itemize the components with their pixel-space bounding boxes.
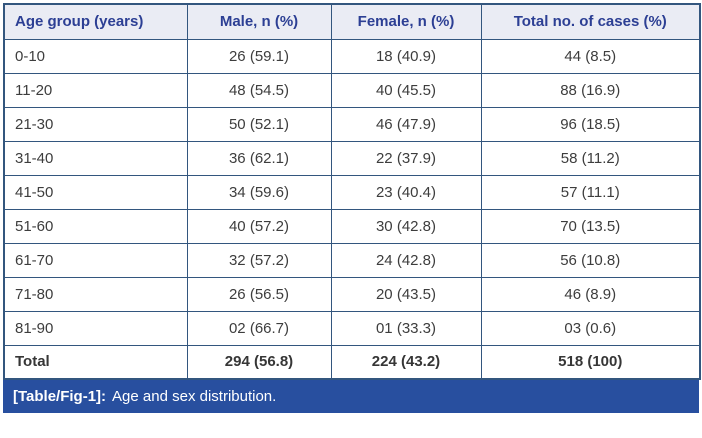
female-cell: 23 (40.4) xyxy=(330,174,482,210)
female-cell: 40 (45.5) xyxy=(330,72,482,108)
total-cases-cell: 44 (8.5) xyxy=(480,38,701,74)
col-header-age-group: Age group (years) xyxy=(3,3,188,40)
female-cell: 01 (33.3) xyxy=(330,310,482,346)
female-cell: 20 (43.5) xyxy=(330,276,482,312)
total-cases-cell: 03 (0.6) xyxy=(480,310,701,346)
caption-text: Age and sex distribution. xyxy=(112,388,277,405)
table-row: 31-40 36 (62.1) 22 (37.9) 58 (11.2) xyxy=(3,140,701,176)
table-row: 41-50 34 (59.6) 23 (40.4) 57 (11.1) xyxy=(3,174,701,210)
female-cell: 30 (42.8) xyxy=(330,208,482,244)
table-row: 0-10 26 (59.1) 18 (40.9) 44 (8.5) xyxy=(3,38,701,74)
female-cell: 18 (40.9) xyxy=(330,38,482,74)
male-cell: 48 (54.5) xyxy=(186,72,332,108)
age-group-cell: 71-80 xyxy=(3,276,188,312)
table-body: 0-10 26 (59.1) 18 (40.9) 44 (8.5) 11-20 48 (5… xyxy=(3,38,701,380)
male-cell: 02 (66.7) xyxy=(186,310,332,346)
total-cases-cell: 58 (11.2) xyxy=(480,140,701,176)
total-row: Total 294 (56.8) 224 (43.2) 518 (100) xyxy=(3,344,701,380)
female-cell: 224 (43.2) xyxy=(330,344,482,380)
table-row: 51-60 40 (57.2) 30 (42.8) 70 (13.5) xyxy=(3,208,701,244)
table-row: 11-20 48 (54.5) 40 (45.5) 88 (16.9) xyxy=(3,72,701,108)
table-row: 61-70 32 (57.2) 24 (42.8) 56 (10.8) xyxy=(3,242,701,278)
male-cell: 34 (59.6) xyxy=(186,174,332,210)
total-cases-cell: 57 (11.1) xyxy=(480,174,701,210)
col-header-female: Female, n (%) xyxy=(330,3,482,40)
total-cases-cell: 46 (8.9) xyxy=(480,276,701,312)
table-row: 21-30 50 (52.1) 46 (47.9) 96 (18.5) xyxy=(3,106,701,142)
col-header-male: Male, n (%) xyxy=(186,3,332,40)
age-sex-distribution-table: Age group (years) Male, n (%) Female, n … xyxy=(3,3,701,380)
caption-tag: [Table/Fig-1]: xyxy=(13,388,107,405)
male-cell: 294 (56.8) xyxy=(186,344,332,380)
total-cases-cell: 96 (18.5) xyxy=(480,106,701,142)
table-row: 81-90 02 (66.7) 01 (33.3) 03 (0.6) xyxy=(3,310,701,346)
age-group-cell: 61-70 xyxy=(3,242,188,278)
age-group-cell: 31-40 xyxy=(3,140,188,176)
age-group-cell: 81-90 xyxy=(3,310,188,346)
age-group-cell: 51-60 xyxy=(3,208,188,244)
male-cell: 26 (59.1) xyxy=(186,38,332,74)
age-group-cell: 11-20 xyxy=(3,72,188,108)
total-cases-cell: 518 (100) xyxy=(480,344,701,380)
male-cell: 36 (62.1) xyxy=(186,140,332,176)
male-cell: 40 (57.2) xyxy=(186,208,332,244)
female-cell: 22 (37.9) xyxy=(330,140,482,176)
age-group-cell: 0-10 xyxy=(3,38,188,74)
total-cases-cell: 88 (16.9) xyxy=(480,72,701,108)
total-cases-cell: 70 (13.5) xyxy=(480,208,701,244)
age-group-cell: 21-30 xyxy=(3,106,188,142)
age-group-cell: Total xyxy=(3,344,188,380)
col-header-total-cases: Total no. of cases (%) xyxy=(480,3,701,40)
table-caption: [Table/Fig-1]: Age and sex distribution. xyxy=(3,380,699,413)
header-row: Age group (years) Male, n (%) Female, n … xyxy=(3,3,701,40)
total-cases-cell: 56 (10.8) xyxy=(480,242,701,278)
age-group-cell: 41-50 xyxy=(3,174,188,210)
male-cell: 50 (52.1) xyxy=(186,106,332,142)
male-cell: 26 (56.5) xyxy=(186,276,332,312)
male-cell: 32 (57.2) xyxy=(186,242,332,278)
female-cell: 24 (42.8) xyxy=(330,242,482,278)
table-row: 71-80 26 (56.5) 20 (43.5) 46 (8.9) xyxy=(3,276,701,312)
female-cell: 46 (47.9) xyxy=(330,106,482,142)
